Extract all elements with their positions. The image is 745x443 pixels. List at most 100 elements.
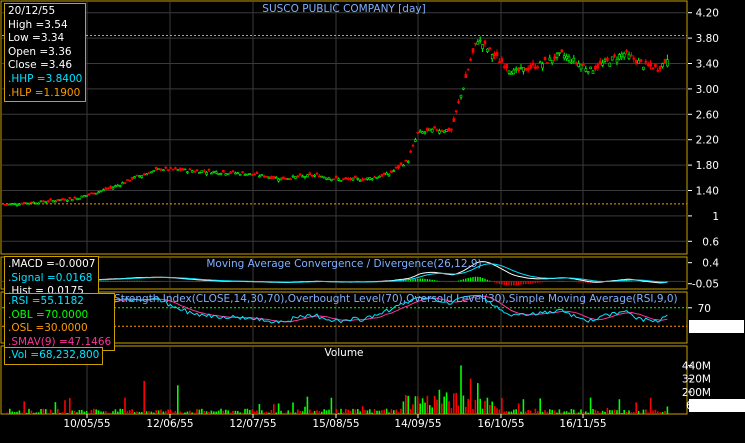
- volume-bar: [261, 410, 263, 414]
- volume-bar: [640, 412, 642, 414]
- volume-bar: [534, 408, 537, 414]
- candle-body: [639, 59, 643, 62]
- volume-bar: [198, 409, 201, 414]
- candle-body: [656, 69, 660, 72]
- volume-bar: [496, 408, 498, 414]
- candle-body: [169, 167, 172, 169]
- volume-bar: [515, 409, 517, 414]
- main-y-tick-label: 1: [712, 211, 719, 223]
- volume-bar: [405, 395, 407, 414]
- volume-bar: [645, 409, 647, 414]
- volume-bar: [628, 410, 630, 414]
- candle-body: [178, 168, 182, 171]
- volume-bar: [633, 412, 635, 414]
- volume-bar: [42, 408, 45, 414]
- candle-body: [238, 174, 242, 176]
- candle-body: [339, 180, 343, 182]
- candle-body: [176, 169, 180, 171]
- volume-bar: [340, 408, 342, 414]
- volume-bar: [436, 399, 438, 414]
- candle-body: [212, 170, 216, 173]
- volume-bar: [357, 408, 359, 414]
- volume-bar: [287, 410, 289, 414]
- candle-body: [447, 128, 451, 132]
- info-obl: .OBL =70.0000: [8, 308, 89, 321]
- candle-body: [6, 204, 9, 206]
- candle-body: [18, 203, 21, 206]
- volume-bar: [597, 410, 599, 414]
- candle-body: [598, 60, 602, 65]
- candle-body: [142, 173, 146, 176]
- candle-body: [217, 173, 220, 175]
- volume-bar: [150, 411, 153, 414]
- candle-body: [416, 131, 420, 134]
- x-tick-label: 12/06/55: [146, 418, 193, 430]
- candle-body: [267, 176, 271, 180]
- candle-body: [246, 173, 249, 176]
- volume-bar: [258, 404, 261, 414]
- candle-body: [630, 55, 633, 57]
- macd-y-tick-label: -0.05: [692, 279, 719, 291]
- candle-body: [140, 175, 144, 178]
- candle-body: [608, 62, 612, 67]
- main-chart-title: SUSCO PUBLIC COMPANY [day]: [262, 3, 425, 15]
- volume-bar: [472, 408, 474, 414]
- volume-bar: [589, 397, 592, 414]
- volume-bar: [359, 411, 361, 414]
- candle-body: [332, 178, 336, 181]
- candle-body: [34, 202, 38, 205]
- rsi-info-box: .RSI =55.1182 .OBL =70.0000 .OSL =30.000…: [4, 293, 116, 352]
- candle-body: [258, 175, 261, 178]
- macd-y-tick-label: 0.4: [702, 258, 719, 270]
- volume-bar: [114, 409, 117, 414]
- volume-bar: [100, 411, 102, 414]
- volume-bar: [232, 410, 234, 414]
- candle-body: [70, 199, 74, 202]
- candle-body: [327, 177, 331, 180]
- candle-body: [145, 173, 148, 176]
- candle-body: [567, 56, 571, 61]
- volume-bar: [390, 409, 393, 414]
- candle-body: [193, 171, 196, 173]
- volume-bar: [400, 408, 402, 414]
- candle-body: [279, 177, 283, 181]
- candle-body: [474, 42, 477, 45]
- vol-y-tick-label: 320M: [682, 374, 711, 386]
- candle-body: [171, 168, 175, 171]
- candle-body: [61, 198, 64, 201]
- volume-bar: [505, 411, 508, 414]
- candle-body: [529, 64, 532, 69]
- info-high: High =3.54: [8, 18, 68, 31]
- candle-body: [320, 175, 324, 178]
- candle-body: [49, 198, 52, 201]
- volume-bar: [35, 412, 37, 414]
- candle-body: [517, 67, 520, 72]
- candle-body: [502, 66, 506, 68]
- candle-body: [310, 175, 314, 177]
- candle-body: [135, 174, 139, 177]
- volume-bar: [30, 410, 33, 414]
- volume-bar: [453, 393, 455, 414]
- candle-body: [651, 67, 655, 70]
- volume-bar: [239, 412, 241, 414]
- info-osl: .OSL =30.0000: [8, 322, 88, 335]
- volume-bar: [9, 408, 11, 414]
- candle-body: [481, 44, 484, 49]
- candle-body: [54, 200, 57, 203]
- volume-bar: [309, 409, 311, 414]
- volume-bar: [201, 408, 203, 414]
- candle-body: [375, 176, 379, 179]
- candle-body: [262, 175, 266, 178]
- volume-bar: [649, 397, 652, 414]
- volume-bar: [112, 411, 114, 414]
- volume-bar: [637, 411, 640, 414]
- candle-body: [433, 126, 436, 129]
- candle-body: [634, 60, 638, 64]
- volume-bar: [460, 365, 462, 414]
- candle-body: [570, 61, 573, 64]
- volume-bar: [181, 412, 184, 414]
- volume-bar: [316, 410, 318, 414]
- panel-frame-rsi: [0, 291, 688, 344]
- volume-bar: [407, 395, 409, 414]
